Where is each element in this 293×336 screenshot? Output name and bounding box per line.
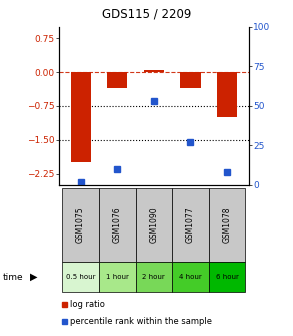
Bar [71,72,91,162]
Bar [62,262,99,292]
Text: 4 hour: 4 hour [179,274,202,280]
Text: GSM1077: GSM1077 [186,207,195,244]
Text: GSM1090: GSM1090 [149,207,158,244]
Text: 1 hour: 1 hour [106,274,129,280]
Bar [180,72,200,88]
Text: percentile rank within the sample: percentile rank within the sample [70,317,212,326]
Bar [209,188,246,262]
Text: log ratio: log ratio [70,300,105,309]
Text: GDS115 / 2209: GDS115 / 2209 [102,7,191,20]
Bar [62,319,67,324]
Text: 6 hour: 6 hour [216,274,239,280]
Text: 0.5 hour: 0.5 hour [66,274,95,280]
Text: 2 hour: 2 hour [142,274,165,280]
Text: time: time [3,273,23,282]
Text: GSM1078: GSM1078 [223,207,231,243]
Bar [99,188,135,262]
Bar [135,188,172,262]
Text: ▶: ▶ [30,272,38,282]
Bar [144,70,164,72]
Bar [172,188,209,262]
Bar [62,188,99,262]
Bar [99,262,135,292]
Bar [107,72,127,88]
Bar [209,262,246,292]
Bar [217,72,237,117]
Bar [62,302,67,307]
Text: GSM1076: GSM1076 [113,207,122,244]
Text: GSM1075: GSM1075 [76,207,85,244]
Bar [172,262,209,292]
Bar [135,262,172,292]
